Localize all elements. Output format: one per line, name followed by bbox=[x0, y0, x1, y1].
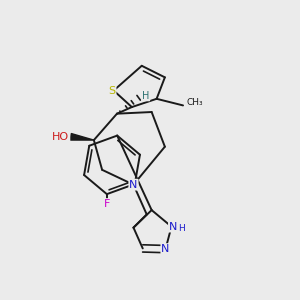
Polygon shape bbox=[70, 134, 94, 140]
Text: H: H bbox=[178, 224, 185, 233]
Text: H: H bbox=[142, 91, 149, 100]
Text: N: N bbox=[129, 180, 138, 190]
Text: HO: HO bbox=[52, 132, 69, 142]
Text: S: S bbox=[109, 85, 116, 96]
Text: N: N bbox=[169, 222, 177, 232]
Text: N: N bbox=[161, 244, 170, 254]
Text: CH₃: CH₃ bbox=[187, 98, 204, 107]
Text: F: F bbox=[104, 199, 110, 209]
